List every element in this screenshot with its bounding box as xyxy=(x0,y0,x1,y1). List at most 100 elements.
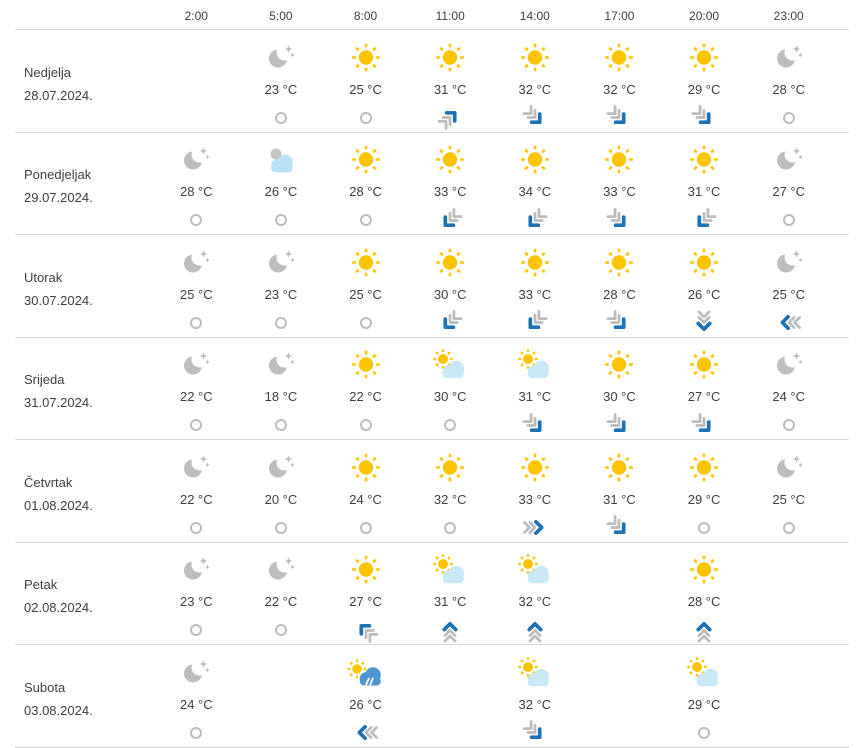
forecast-cell: 31 °C xyxy=(662,133,747,235)
moon-icon xyxy=(176,348,216,384)
calm-wind-icon xyxy=(274,111,287,124)
wind-cell xyxy=(190,719,203,747)
calm-wind-icon xyxy=(274,316,287,329)
wind-cell xyxy=(190,411,203,439)
moon-icon xyxy=(176,450,216,486)
forecast-cell: 32 °C xyxy=(493,543,578,645)
wind-cell xyxy=(437,104,462,132)
wind-direction-icon xyxy=(522,720,542,740)
calm-wind-icon xyxy=(359,419,372,432)
forecast-cell: 31 °C xyxy=(408,30,493,132)
forecast-cell: 31 °C xyxy=(577,440,662,542)
forecast-cell xyxy=(154,30,239,132)
forecast-cell: 29 °C xyxy=(662,30,747,132)
forecast-day-row: Ponedjeljak 29.07.2024. 28 °C 26 °C 28 °C 33 … xyxy=(15,133,849,235)
wind-direction-icon xyxy=(606,105,626,125)
day-name: Petak xyxy=(24,577,58,593)
temperature-value: 32 °C xyxy=(433,491,467,507)
wind-direction-icon xyxy=(606,515,626,535)
forecast-cell: 32 °C xyxy=(493,30,578,132)
forecast-cell: 32 °C xyxy=(493,645,578,747)
wind-cell xyxy=(782,411,795,439)
wind-cell xyxy=(274,411,287,439)
wind-cell xyxy=(274,206,287,234)
wind-direction-icon xyxy=(780,315,801,331)
forecast-cell: 25 °C xyxy=(746,440,831,542)
temperature-value: 28 °C xyxy=(687,594,721,610)
day-date: 31.07.2024. xyxy=(24,395,93,411)
forecast-cell: 18 °C xyxy=(239,338,324,440)
wind-cell xyxy=(444,514,457,542)
wind-cell xyxy=(522,104,547,132)
temperature-value: 20 °C xyxy=(264,491,298,507)
forecast-cell xyxy=(746,543,831,645)
wind-cell xyxy=(606,309,631,337)
temperature-value: 29 °C xyxy=(687,491,721,507)
calm-wind-icon xyxy=(359,316,372,329)
forecast-cell: 24 °C xyxy=(746,338,831,440)
forecast-day-row: Nedjelja 28.07.2024. 23 °C 25 °C 31 °C 32 °C 3… xyxy=(15,30,849,133)
forecast-cell: 28 °C xyxy=(154,133,239,235)
moon-icon xyxy=(261,348,301,384)
moon-icon xyxy=(769,40,809,76)
cloud-moon-icon xyxy=(261,143,301,179)
day-name: Nedjelja xyxy=(24,64,71,80)
wind-cell xyxy=(698,719,711,747)
sun-icon xyxy=(684,553,724,589)
forecast-cell: 25 °C xyxy=(154,235,239,337)
temperature-value: 22 °C xyxy=(179,491,213,507)
temperature-value: 25 °C xyxy=(349,286,382,302)
wind-cell xyxy=(692,309,716,337)
calm-wind-icon xyxy=(190,624,203,637)
forecast-cell: 28 °C xyxy=(577,235,662,337)
moon-icon xyxy=(176,553,216,589)
temperature-value: 31 °C xyxy=(518,389,552,405)
sun-icon xyxy=(599,40,639,76)
wind-direction-icon xyxy=(697,207,717,227)
wind-cell xyxy=(359,411,372,439)
calm-wind-icon xyxy=(698,521,711,534)
temperature-value: 30 °C xyxy=(433,286,467,302)
sun-icon xyxy=(430,245,470,281)
wind-cell xyxy=(777,309,801,337)
forecast-rows: Nedjelja 28.07.2024. 23 °C 25 °C 31 °C 32 °C 3… xyxy=(15,30,849,748)
forecast-cell: 33 °C xyxy=(408,133,493,235)
sun-icon xyxy=(684,40,724,76)
forecast-cell: 29 °C xyxy=(662,440,747,542)
weather-forecast-table: 2:00 5:00 8:00 11:00 14:00 17:00 20:00 23:00 Ne… xyxy=(15,0,849,748)
forecast-day-row: Srijeda 31.07.2024. 22 °C 18 °C 22 °C 30 °C 31… xyxy=(15,338,849,440)
forecast-cell: 23 °C xyxy=(239,30,324,132)
forecast-cell: 29 °C xyxy=(662,645,747,747)
forecast-cell: 33 °C xyxy=(493,440,578,542)
day-label: Utorak 30.07.2024. xyxy=(15,235,154,337)
day-date: 28.07.2024. xyxy=(24,87,93,103)
calm-wind-icon xyxy=(359,214,372,227)
moon-icon xyxy=(769,143,809,179)
wind-direction-icon xyxy=(522,520,544,536)
temperature-value: 23 °C xyxy=(179,594,213,610)
temperature-value: 32 °C xyxy=(518,81,552,97)
forecast-cell: 31 °C xyxy=(493,338,578,440)
day-label: Ponedjeljak 29.07.2024. xyxy=(15,133,154,235)
day-name: Srijeda xyxy=(24,372,65,388)
temperature-value: 18 °C xyxy=(264,389,298,405)
forecast-cell xyxy=(746,645,831,747)
temperature-value: 33 °C xyxy=(433,184,467,200)
wind-cell xyxy=(190,514,203,542)
temperature-value: 31 °C xyxy=(433,594,467,610)
sun-icon xyxy=(599,143,639,179)
wind-direction-icon xyxy=(528,207,548,227)
forecast-cell: 30 °C xyxy=(408,338,493,440)
day-date: 30.07.2024. xyxy=(24,292,93,308)
temperature-value: 25 °C xyxy=(772,286,806,302)
calm-wind-icon xyxy=(274,521,287,534)
sun-cloud-icon xyxy=(515,655,555,691)
time-header: 20:00 xyxy=(689,9,720,23)
moon-icon xyxy=(261,450,301,486)
time-header: 14:00 xyxy=(519,9,550,23)
wind-cell xyxy=(522,719,547,747)
wind-cell xyxy=(438,309,463,337)
temperature-value: 26 °C xyxy=(349,696,382,712)
wind-cell xyxy=(444,411,457,439)
temperature-value: 27 °C xyxy=(772,184,806,200)
